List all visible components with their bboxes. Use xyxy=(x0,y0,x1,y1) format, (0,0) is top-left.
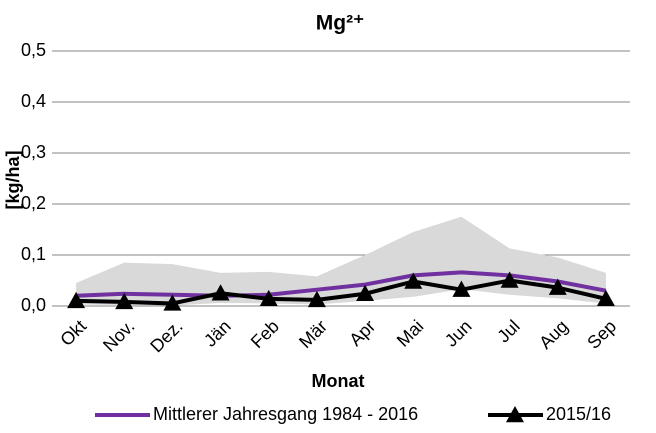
x-tick-label: Jul xyxy=(493,316,523,346)
marker xyxy=(596,289,615,307)
marker xyxy=(115,292,134,310)
marker xyxy=(452,280,471,297)
y-tick-label: 0,5 xyxy=(21,40,46,60)
marker xyxy=(307,290,326,308)
x-tick-label: Sep xyxy=(583,316,620,353)
marker xyxy=(356,284,375,301)
y-tick-label: 0,1 xyxy=(21,244,46,264)
marker xyxy=(404,272,423,289)
x-tick-label: Nov. xyxy=(99,316,138,355)
marker xyxy=(548,278,567,295)
x-tick-label: Okt xyxy=(56,316,90,350)
legend-label: 2015/16 xyxy=(546,404,611,424)
x-tick-label: Feb xyxy=(247,316,283,352)
x-tick-label: Jun xyxy=(441,316,476,351)
marker xyxy=(211,284,230,301)
chart-title: Mg²⁺ xyxy=(316,12,364,35)
marker xyxy=(163,294,182,311)
x-axis-title: Monat xyxy=(312,371,365,391)
series-line xyxy=(76,278,607,306)
y-axis-title: [kg/ha] xyxy=(3,150,23,209)
x-tick-label: Dez. xyxy=(146,316,186,356)
x-tick-label: Mai xyxy=(393,316,428,351)
legend-marker xyxy=(506,406,524,423)
x-tick-label: Apr xyxy=(345,316,379,350)
series-line xyxy=(75,270,607,298)
marker xyxy=(500,271,519,288)
marker xyxy=(259,289,278,307)
y-tick-label: 0,3 xyxy=(21,142,46,162)
y-tick-label: 0,0 xyxy=(21,295,46,315)
y-tick-label: 0,2 xyxy=(21,193,46,213)
x-tick-label: Aug xyxy=(535,316,572,353)
marker xyxy=(67,291,86,309)
x-tick-label: Jän xyxy=(200,316,235,351)
range-band xyxy=(76,216,606,306)
legend-label: Mittlerer Jahresgang 1984 - 2016 xyxy=(153,404,418,424)
y-tick-label: 0,4 xyxy=(21,91,46,111)
x-tick-label: Mär xyxy=(295,316,331,352)
